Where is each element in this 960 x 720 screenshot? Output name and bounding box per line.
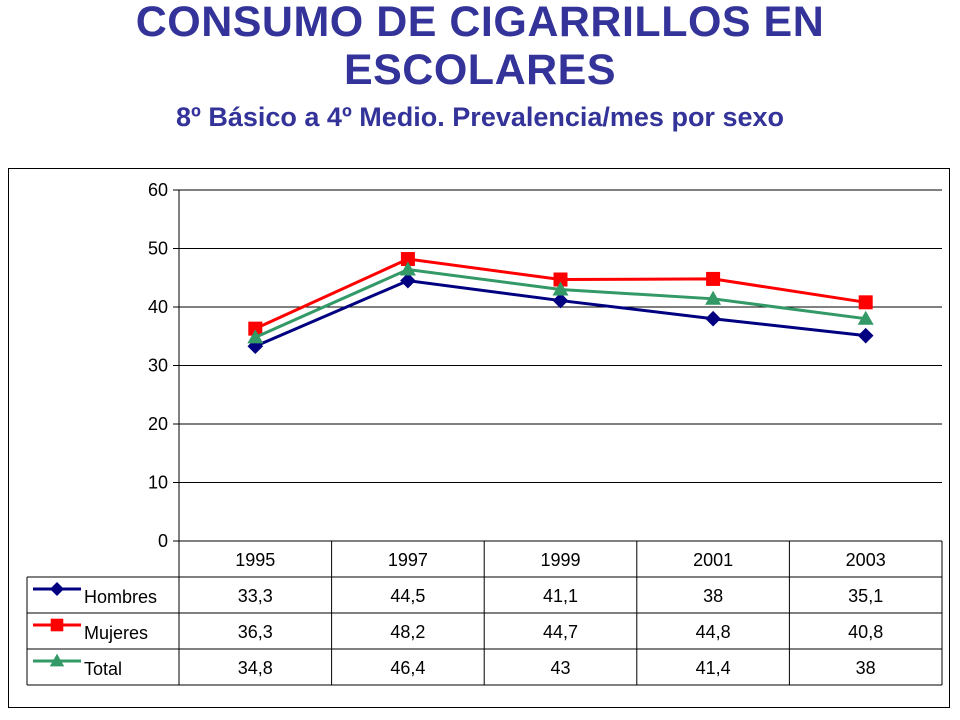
point-mujeres-2003	[858, 295, 873, 310]
data-label-hombres-1997: 44,5	[390, 586, 425, 606]
point-total-2003	[857, 310, 874, 325]
point-mujeres-2001	[706, 271, 721, 286]
data-label-hombres-2003: 35,1	[848, 586, 883, 606]
point-total-1995	[247, 329, 264, 344]
y-tick-label-40: 40	[148, 297, 168, 317]
chart-frame: 0 10 20 30 40 50 60 1995 1997 1999 2001 2003 Hombres…	[8, 168, 950, 708]
title-block: CONSUMO DE CIGARRILLOS EN ESCOLARES 8º B…	[0, 0, 960, 134]
point-hombres-1999	[552, 292, 569, 309]
legend-marker-total	[49, 653, 65, 667]
data-label-total-1999: 43	[550, 658, 570, 678]
point-total-2001	[705, 290, 722, 305]
point-total-1999	[552, 281, 569, 296]
point-mujeres-1997	[400, 252, 415, 267]
data-label-mujeres-1995: 36,3	[238, 622, 273, 642]
page-title-line-1: CONSUMO DE CIGARRILLOS EN	[135, 0, 825, 46]
legend-label-mujeres: Mujeres	[84, 623, 148, 643]
data-label-total-1997: 46,4	[390, 658, 425, 678]
data-label-total-2003: 38	[856, 658, 876, 678]
point-hombres-2003	[857, 327, 874, 344]
y-tick-label-30: 30	[148, 356, 168, 376]
x-tick-label-2003: 2003	[846, 550, 886, 570]
legend-marker-mujeres	[50, 618, 64, 632]
page-subtitle: 8º Básico a 4º Medio. Prevalencia/mes po…	[175, 102, 784, 132]
data-label-hombres-1995: 33,3	[238, 586, 273, 606]
data-label-mujeres-2001: 44,8	[696, 622, 731, 642]
x-tick-label-1997: 1997	[388, 550, 428, 570]
legend-label-hombres: Hombres	[84, 587, 157, 607]
point-hombres-2001	[705, 310, 721, 327]
x-tick-label-2001: 2001	[693, 550, 733, 570]
data-label-hombres-1999: 41,1	[543, 586, 578, 606]
legend-label-total: Total	[84, 659, 122, 679]
y-tick-label-0: 0	[158, 531, 168, 551]
point-mujeres-1999	[553, 272, 568, 287]
data-label-mujeres-1997: 48,2	[390, 622, 425, 642]
data-label-hombres-2001: 38	[703, 586, 723, 606]
data-label-total-2001: 41,4	[696, 658, 731, 678]
data-label-mujeres-2003: 40,8	[848, 622, 883, 642]
data-label-mujeres-1999: 44,7	[543, 622, 578, 642]
point-total-1997	[399, 261, 416, 276]
page-title-line-2: ESCOLARES	[343, 46, 617, 94]
point-mujeres-1995	[248, 321, 263, 336]
y-tick-label-20: 20	[148, 414, 168, 434]
y-tick-label-10: 10	[148, 473, 168, 493]
y-tick-label-50: 50	[148, 239, 168, 259]
x-tick-label-1999: 1999	[540, 550, 580, 570]
data-label-total-1995: 34,8	[238, 658, 273, 678]
legend-marker-hombres	[49, 581, 65, 597]
x-tick-label-1995: 1995	[235, 550, 275, 570]
line-chart: 0 10 20 30 40 50 60 1995 1997 1999 2001 2003 Hombres…	[26, 180, 943, 686]
y-tick-label-60: 60	[148, 180, 168, 200]
